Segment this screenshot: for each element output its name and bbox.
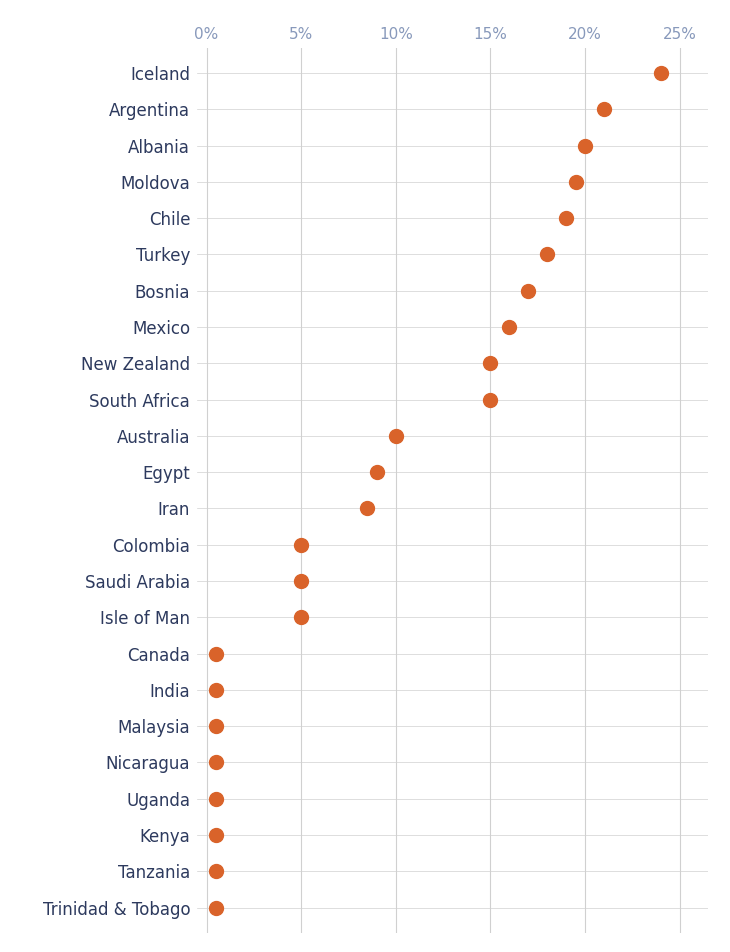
Point	[210, 683, 222, 698]
Point	[371, 465, 383, 480]
Point	[598, 102, 610, 117]
Point	[210, 755, 222, 770]
Point	[296, 609, 307, 625]
Point	[210, 791, 222, 806]
Point	[504, 319, 515, 334]
Point	[210, 719, 222, 734]
Point	[523, 283, 534, 298]
Point	[296, 537, 307, 552]
Point	[296, 573, 307, 588]
Point	[579, 138, 591, 153]
Point	[542, 247, 553, 262]
Point	[210, 863, 222, 879]
Point	[210, 827, 222, 843]
Point	[361, 501, 373, 516]
Point	[390, 428, 402, 444]
Point	[570, 174, 582, 189]
Point	[561, 210, 572, 226]
Point	[485, 356, 496, 371]
Point	[485, 392, 496, 407]
Point	[655, 66, 666, 81]
Point	[210, 646, 222, 662]
Point	[210, 900, 222, 915]
